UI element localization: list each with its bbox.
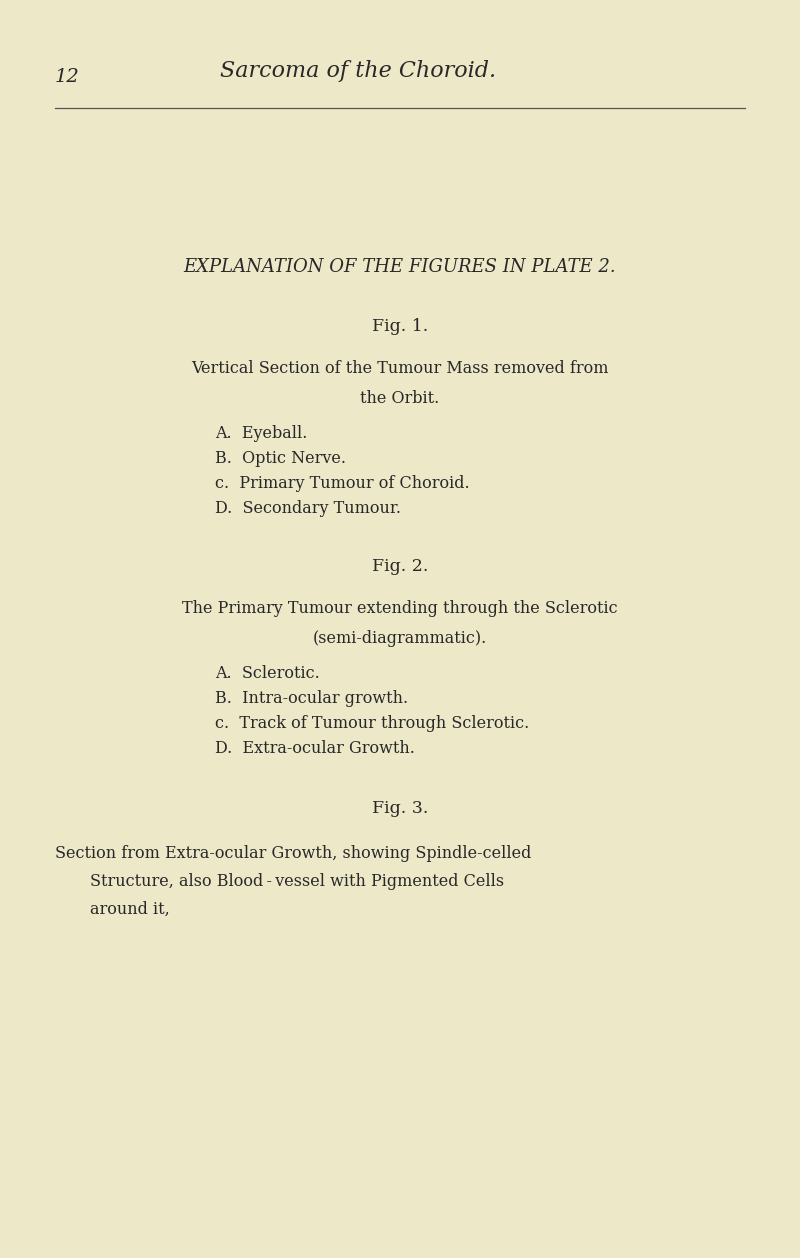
- Text: EXPLANATION OF THE FIGURES IN PLATE 2.: EXPLANATION OF THE FIGURES IN PLATE 2.: [184, 258, 616, 276]
- Text: Fig. 3.: Fig. 3.: [372, 800, 428, 816]
- Text: B.  Intra-ocular growth.: B. Intra-ocular growth.: [215, 689, 408, 707]
- Text: Vertical Section of the Tumour Mass removed from: Vertical Section of the Tumour Mass remo…: [191, 360, 609, 377]
- Text: The Primary Tumour extending through the Sclerotic: The Primary Tumour extending through the…: [182, 600, 618, 616]
- Text: A.  Sclerotic.: A. Sclerotic.: [215, 665, 320, 682]
- Text: D.  Extra-ocular Growth.: D. Extra-ocular Growth.: [215, 740, 415, 757]
- Text: Fig. 2.: Fig. 2.: [372, 559, 428, 575]
- Text: B.  Optic Nerve.: B. Optic Nerve.: [215, 450, 346, 467]
- Text: A.  Eyeball.: A. Eyeball.: [215, 425, 307, 442]
- Text: the Orbit.: the Orbit.: [360, 390, 440, 408]
- Text: around it,: around it,: [90, 901, 170, 918]
- Text: Fig. 1.: Fig. 1.: [372, 318, 428, 335]
- Text: Structure, also Blood - vessel with Pigmented Cells: Structure, also Blood - vessel with Pigm…: [90, 873, 504, 889]
- Text: c.  Track of Tumour through Sclerotic.: c. Track of Tumour through Sclerotic.: [215, 715, 530, 732]
- Text: (semi-diagrammatic).: (semi-diagrammatic).: [313, 630, 487, 647]
- Text: 12: 12: [55, 68, 80, 86]
- Text: Section from Extra-ocular Growth, showing Spindle-celled: Section from Extra-ocular Growth, showin…: [55, 845, 531, 862]
- Text: D.  Secondary Tumour.: D. Secondary Tumour.: [215, 499, 401, 517]
- Text: c.  Primary Tumour of Choroid.: c. Primary Tumour of Choroid.: [215, 476, 470, 492]
- Text: Sarcoma of the Choroid.: Sarcoma of the Choroid.: [220, 60, 496, 82]
